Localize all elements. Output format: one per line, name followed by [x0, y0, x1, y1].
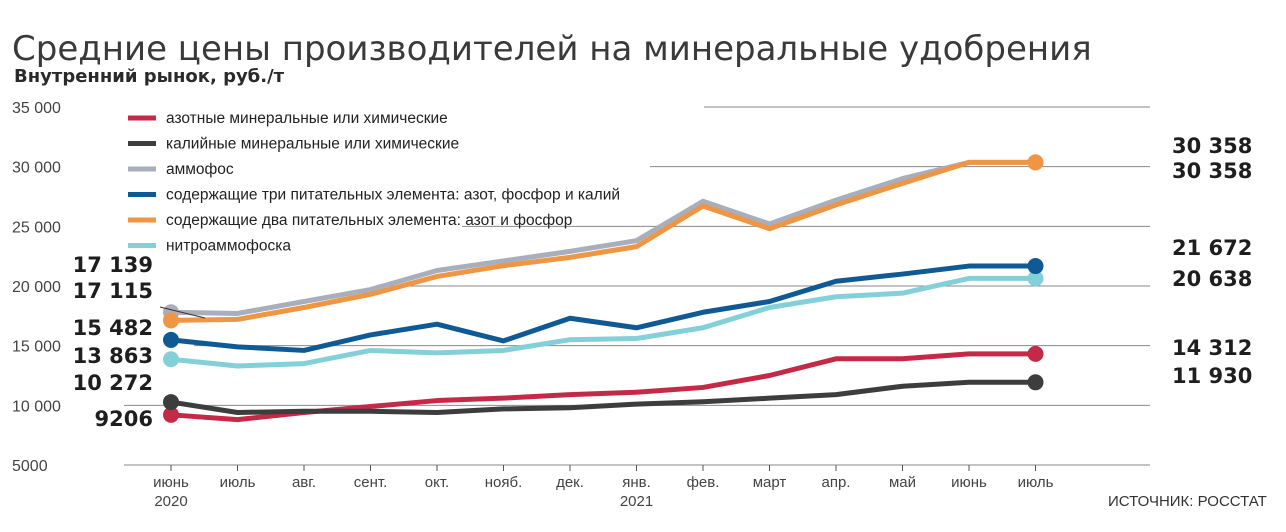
x-tick-label: июнь: [951, 474, 987, 491]
series-end-label: 30 358: [1172, 159, 1252, 183]
y-tick-label: 20 000: [12, 279, 61, 296]
series-end-marker: [1027, 374, 1044, 391]
series-start-marker: [163, 394, 179, 411]
x-tick-label: дек.: [556, 474, 584, 491]
x-tick-label: фев.: [687, 474, 720, 491]
x-tick-label: авг.: [292, 474, 316, 491]
series-end-label: 11 930: [1172, 364, 1252, 388]
y-axis: 35 000 30 000 25 000 20 000 15 000 10 000 5000: [12, 100, 61, 475]
y-tick-label: 30 000: [12, 160, 61, 177]
chart-title: Средние цены производителей на минеральн…: [12, 29, 1092, 69]
series-end-marker: [1027, 270, 1044, 287]
x-tick-label: июль: [1018, 474, 1054, 491]
series-start-marker: [163, 331, 179, 348]
x-axis: июнь июль авг. сент. окт. нояб. дек. янв. фев. ма…: [153, 465, 1054, 510]
x-tick-label: июнь: [153, 474, 189, 491]
x-tick-label: апр.: [822, 474, 851, 491]
series-end-label: 20 638: [1172, 267, 1252, 291]
x-tick-label: май: [889, 474, 916, 491]
plot-lines: [168, 159, 1038, 423]
x-year-label: 2021: [620, 493, 653, 510]
data-labels: 17 139 30 358 17 115 30 358 15 482 21 672 13 8…: [73, 134, 1253, 431]
chart-subtitle: Внутренний рынок, руб./т: [14, 66, 285, 87]
series-start-label: 13 863: [73, 344, 153, 368]
series-start-label: 10 272: [73, 371, 153, 395]
x-tick-label: окт.: [425, 474, 449, 491]
series-end-label: 30 358: [1172, 134, 1252, 158]
series-end-marker: [1027, 154, 1044, 171]
series-start-marker: [163, 312, 179, 329]
legend-label: азотные минеральные или химические: [166, 110, 448, 127]
x-year-label: 2020: [154, 493, 187, 510]
source-note: ИСТОЧНИК: РОССТАТ: [1108, 493, 1267, 510]
series-end-marker: [1027, 345, 1044, 362]
series-start-label: 17 139: [73, 253, 153, 277]
y-tick-label: 10 000: [12, 398, 61, 415]
series-end-label: 21 672: [1172, 236, 1252, 260]
series-line: [168, 159, 1038, 316]
legend: азотные минеральные или химические калийн…: [128, 110, 620, 255]
x-tick-label: янв.: [622, 474, 651, 491]
series-line: [168, 263, 1038, 353]
series-start-label: 15 482: [73, 316, 153, 340]
series-start-marker: [163, 406, 179, 423]
series-line: [168, 159, 1038, 323]
series-start-marker: [163, 351, 179, 368]
series-start-label: 17 115: [73, 279, 153, 303]
legend-label: калийные минеральные или химические: [166, 136, 459, 153]
y-tick-label: 25 000: [12, 219, 61, 236]
series-start-label: 9206: [95, 407, 153, 431]
series-line: [168, 275, 1038, 369]
legend-label: нитроаммофоска: [166, 238, 291, 255]
series-line: [168, 379, 1038, 415]
y-tick-label: 35 000: [12, 100, 61, 117]
legend-label: содержащие три питательных элемента: азо…: [166, 187, 620, 204]
legend-label: содержащие два питательных элемента: азо…: [166, 212, 572, 229]
y-tick-label: 15 000: [12, 339, 61, 356]
y-tick-label: 5000: [12, 458, 48, 475]
series-end-marker: [1027, 258, 1044, 275]
x-tick-label: нояб.: [485, 474, 523, 491]
x-tick-label: сент.: [354, 474, 388, 491]
x-tick-label: июль: [220, 474, 256, 491]
legend-label: аммофос: [166, 161, 234, 178]
series-end-label: 14 312: [1172, 336, 1252, 360]
label-leader-line: [159, 306, 206, 319]
x-tick-label: март: [753, 474, 787, 491]
